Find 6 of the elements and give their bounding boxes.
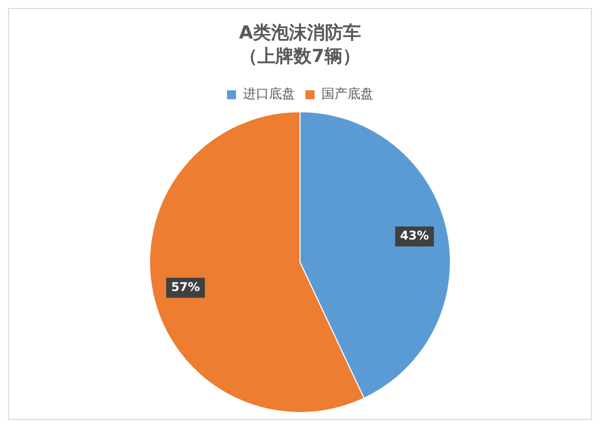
legend-label: 国产底盘	[322, 87, 374, 102]
chart-title: A类泡沫消防车	[239, 22, 361, 44]
legend-label: 进口底盘	[243, 87, 295, 102]
data-label: 43%	[400, 228, 429, 243]
chart-subtitle: （上牌数7辆）	[240, 46, 360, 68]
data-label: 57%	[171, 280, 200, 294]
